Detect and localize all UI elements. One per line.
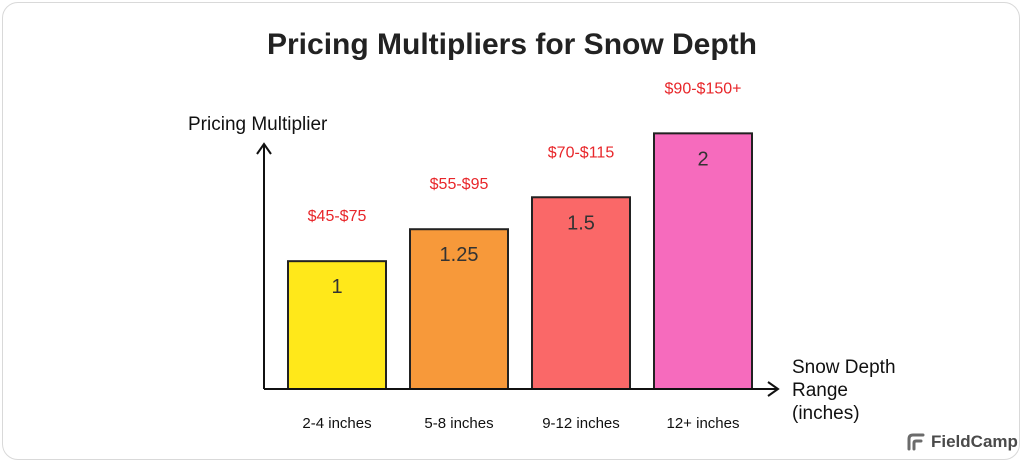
x-tick-label: 2-4 inches: [302, 415, 371, 432]
bar-value-label: 2: [697, 148, 708, 170]
x-axis-label-line: (inches): [792, 403, 860, 424]
price-range-label: $45-$75: [308, 208, 367, 225]
y-axis-label: Pricing Multiplier: [188, 114, 328, 135]
bar: [409, 228, 509, 390]
x-axis-label: Snow Depth Range (inches): [792, 356, 912, 425]
x-axis-label-line: Snow Depth: [792, 357, 896, 378]
chart-title: Pricing Multipliers for Snow Depth: [266, 28, 758, 61]
x-tick-label: 9-12 inches: [542, 415, 620, 432]
x-tick-label: 12+ inches: [667, 415, 740, 432]
x-axis-arrow: [767, 381, 780, 397]
x-axis-label-line: Range: [792, 380, 848, 401]
bar: [531, 196, 631, 390]
brand-logo: FieldCamp: [906, 430, 1018, 454]
price-range-label: $70-$115: [548, 144, 615, 161]
bar-value-label: 1.25: [440, 244, 479, 266]
bar: [653, 132, 753, 390]
price-range-label: $55-$95: [430, 176, 489, 193]
bar: [287, 260, 387, 391]
price-range-label: $90-$150+: [665, 80, 742, 97]
bar-value-label: 1.5: [567, 212, 595, 234]
y-axis-arrow: [256, 142, 272, 155]
brand-name: FieldCamp: [931, 432, 1018, 451]
bar-value-label: 1: [331, 276, 342, 298]
fieldcamp-logo-icon: [907, 433, 925, 451]
x-tick-label: 5-8 inches: [424, 415, 493, 432]
